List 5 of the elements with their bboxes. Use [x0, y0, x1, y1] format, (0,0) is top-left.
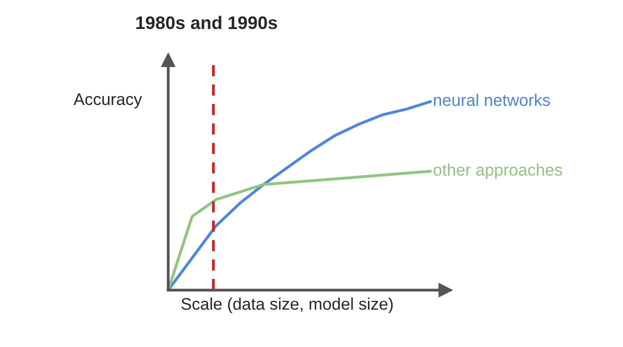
chart-title: 1980s and 1990s: [136, 16, 277, 30]
y-axis-title: Accuracy: [74, 93, 142, 108]
series-label: neural networks: [434, 94, 550, 106]
x-axis-title: Scale (data size, model size): [181, 298, 393, 314]
series-label: other approaches: [434, 164, 562, 180]
